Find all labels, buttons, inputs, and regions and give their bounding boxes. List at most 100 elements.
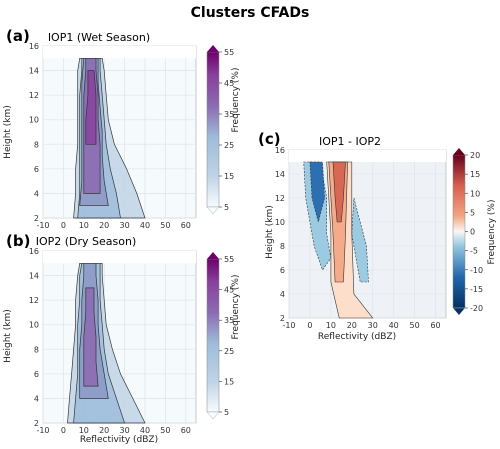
colorbar-tick-label: 5 [470,208,475,217]
colorbar-tick-label: 15 [224,377,234,386]
y-tick-label: 12 [29,91,39,100]
x-tick-label: 0 [307,321,312,330]
y-tick-label: 6 [34,165,39,174]
plot-area [42,250,197,424]
x-tick-label: 20 [347,321,357,330]
x-tick-label: 0 [61,221,66,230]
colorbar-extend-top [453,148,465,155]
y-tick-label: 12 [275,194,285,203]
colorbar-tick-label: -5 [470,247,478,256]
top-band [43,46,196,59]
colorbar-tick-label: 45 [224,79,234,88]
y-tick-label: 6 [280,266,285,275]
x-tick-label: 50 [160,426,170,435]
x-tick-label: -10 [36,426,49,435]
colorbar-tick-label: 10 [470,189,480,198]
y-tick-label: 8 [34,140,39,149]
panel-c-plot: -10 0 10 20 30 40 50 60 2 4 6 8 10 12 14 16 [275,146,447,330]
colorbar-tick-label: 35 [224,110,234,119]
x-tick-label: 60 [181,426,191,435]
colorbar-tick-label: 35 [224,316,234,325]
diff-region-positive [332,161,346,223]
colorbar-tick-label: 25 [224,141,234,150]
figure-title: Clusters CFADs [191,5,310,21]
y-tick-label: 4 [34,394,39,403]
colorbar-tick-label: 55 [224,48,234,57]
x-tick-label: 10 [326,321,336,330]
panel-a-ylabel: Height (km) [3,105,13,159]
panel-c-colorbar: 20 15 10 5 0 -5 -10 -15 -20 [452,148,483,316]
y-tick-label: 10 [29,116,39,125]
colorbar-extend-top [207,45,219,52]
x-tick-label: 40 [140,221,150,230]
panel-c-colorbar-label: Frequency (%) [487,200,497,265]
y-tick-label: 8 [280,242,285,251]
x-tick-label: 10 [79,221,89,230]
panel-c-label: (c) [258,130,281,148]
colorbar-tick-label: 15 [224,172,234,181]
panel-a-label: (a) [6,27,30,45]
panel-c-xlabel: Reflectivity (dBZ) [318,332,396,342]
y-tick-label: 14 [29,67,39,76]
panel-a-title: IOP1 (Wet Season) [48,31,150,44]
colorbar-tick-label: -20 [470,304,483,313]
x-tick-label: 50 [160,221,170,230]
colorbar-tick-label: 45 [224,286,234,295]
colorbar-tick-label: -15 [470,285,483,294]
panel-a-colorbar-label: Frequency (%) [231,68,241,133]
x-tick-label: 0 [61,426,66,435]
x-tick-label: 40 [389,321,399,330]
panel-b-ylabel: Height (km) [3,309,13,363]
panel-b-colorbar: 5 15 25 35 45 55 [206,252,234,420]
y-tick-label: 2 [280,314,285,323]
x-tick-label: 30 [120,426,130,435]
colorbar-tick-label: 5 [224,408,229,417]
diff-region-negative [351,197,369,283]
x-tick-label: -10 [36,221,49,230]
colorbar-tick-label: 25 [224,347,234,356]
x-tick-label: 50 [410,321,420,330]
x-tick-label: 40 [140,426,150,435]
x-tick-label: 20 [99,221,109,230]
y-tick-label: 2 [34,419,39,428]
contour-level-35 [83,287,99,387]
panel-b-colorbar-label: Frequency (%) [231,275,241,340]
panel-c-ylabel: Height (km) [265,205,275,259]
panel-b-label: (b) [6,232,30,250]
y-tick-label: 6 [34,370,39,379]
panel-b: (b) IOP2 (Dry Season) -10 0 10 20 30 40 50 60 2 4… [3,232,241,445]
y-tick-label: 8 [34,345,39,354]
x-tick-label: 60 [181,221,191,230]
colorbar-tick-label: 20 [470,151,480,160]
panel-a-plot: -10 0 10 20 30 40 50 60 2 4 6 8 10 12 14 16 [29,42,197,230]
colorbar-extend-bottom [206,411,220,420]
x-tick-label: 10 [79,426,89,435]
panel-b-title: IOP2 (Dry Season) [36,235,137,248]
y-tick-label: 10 [275,218,285,227]
colorbar-tick-label: 15 [470,170,480,179]
x-tick-label: 60 [430,321,440,330]
colorbar-ramp [452,154,466,309]
top-band [289,150,446,162]
contour-level-45 [85,70,97,145]
colorbar-ramp [206,258,220,413]
colorbar-extend-bottom [452,307,466,316]
x-tick-label: 20 [99,426,109,435]
y-tick-label: 4 [280,290,285,299]
y-tick-label: 10 [29,321,39,330]
y-tick-label: 4 [34,189,39,198]
y-tick-label: 14 [29,272,39,281]
y-tick-label: 12 [29,296,39,305]
y-tick-label: 2 [34,214,39,223]
y-tick-label: 16 [29,247,39,256]
diff-region-negative [309,161,325,224]
colorbar-tick-label: 0 [470,228,475,237]
panel-b-plot: -10 0 10 20 30 40 50 60 2 4 6 8 10 12 14 16 [29,247,197,435]
colorbar-tick-label: 5 [224,203,229,212]
y-tick-label: 16 [275,146,285,155]
colorbar-extend-bottom [206,206,220,215]
colorbar-extend-top [207,252,219,259]
colorbar-tick-label: -10 [470,266,483,275]
panel-c: (c) IOP1 - IOP2 -10 0 10 20 30 40 50 6024681012… [258,130,497,342]
